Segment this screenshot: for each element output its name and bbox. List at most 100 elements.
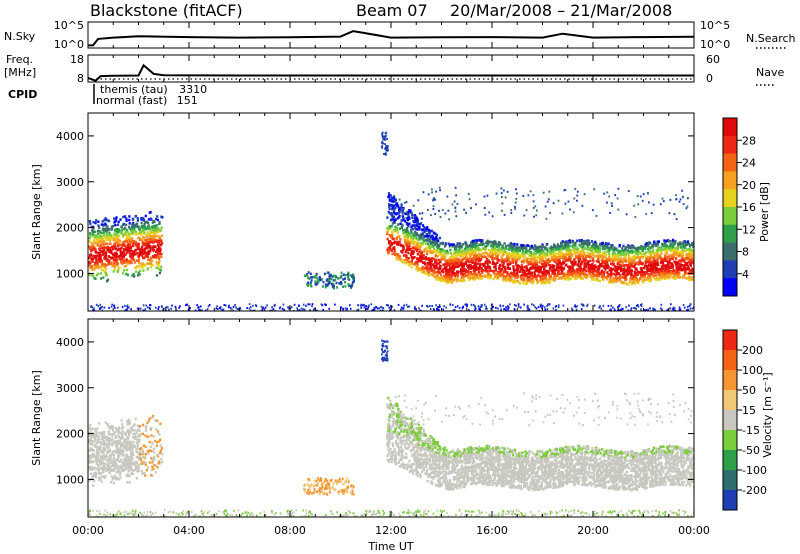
- scatter-cell: [688, 267, 691, 271]
- scatter-cell: [526, 306, 529, 309]
- scatter-cell: [534, 260, 537, 264]
- scatter-cell: [347, 271, 350, 274]
- scatter-cell: [630, 269, 634, 272]
- scatter-cell: [160, 252, 163, 256]
- scatter-cell: [567, 252, 570, 255]
- scatter-cell: [98, 241, 101, 244]
- scatter-cell: [607, 273, 610, 276]
- scatter-cell: [435, 258, 438, 262]
- scatter-cell: [101, 309, 104, 311]
- scatter-cell: [146, 240, 149, 243]
- scatter-cell: [692, 260, 694, 263]
- scatter-cell: [664, 250, 667, 254]
- scatter-cell: [659, 276, 662, 280]
- scatter-cell: [501, 268, 504, 271]
- scatter-cell: [579, 267, 583, 271]
- scatter-cell: [532, 247, 535, 251]
- scatter-cell: [486, 244, 489, 247]
- scatter-cell: [104, 271, 107, 275]
- scatter-cell: [633, 265, 636, 268]
- scatter-cell: [625, 282, 628, 286]
- scatter-cell: [136, 252, 139, 255]
- scatter-cell: [146, 267, 149, 270]
- scatter-cell: [666, 274, 670, 278]
- scatter-cell: [91, 248, 94, 251]
- scatter-cell: [160, 239, 163, 242]
- scatter-cell: [97, 229, 100, 233]
- scatter-cell: [520, 254, 523, 258]
- scatter-cell: [390, 249, 394, 253]
- scatter-cell: [687, 308, 689, 311]
- scatter-cell: [474, 245, 477, 249]
- scatter-cell: [104, 217, 107, 220]
- scatter-cell: [678, 243, 681, 246]
- scatter-cell: [110, 245, 113, 249]
- scatter-cell: [487, 274, 490, 278]
- scatter-cell: [454, 306, 457, 309]
- scatter-cell: [517, 254, 520, 257]
- scatter-cell: [619, 260, 623, 263]
- scatter-cell: [418, 307, 420, 310]
- scatter-cell: [429, 263, 432, 267]
- scatter-cell: [117, 306, 119, 309]
- scatter-cell: [683, 263, 686, 267]
- scatter-cell: [517, 264, 520, 267]
- scatter-cell: [513, 269, 516, 273]
- scatter-cell: [461, 271, 464, 274]
- scatter-cell: [131, 230, 134, 233]
- scatter-cell: [264, 306, 267, 309]
- scatter-cell: [660, 265, 663, 268]
- scatter-cell: [469, 272, 472, 276]
- scatter-cell: [391, 206, 394, 209]
- scatter-cell: [553, 264, 556, 268]
- scatter-cell: [482, 263, 485, 266]
- scatter-cell: [430, 244, 433, 248]
- scatter-cell: [97, 251, 100, 255]
- scatter-cell: [157, 263, 160, 267]
- scatter-cell: [106, 278, 110, 282]
- scatter-cell: [420, 233, 423, 236]
- scatter-cell: [122, 215, 125, 219]
- scatter-cell: [158, 260, 161, 263]
- scatter-cell: [505, 247, 508, 250]
- scatter-cell: [271, 306, 273, 309]
- scatter-cell: [616, 252, 619, 256]
- scatter-cell: [155, 306, 157, 309]
- scatter-cell: [269, 309, 271, 311]
- scatter-cell: [472, 239, 475, 243]
- scatter-cell: [461, 249, 464, 252]
- scatter-cell: [381, 136, 384, 138]
- scatter-cell: [153, 254, 157, 257]
- scatter-cell: [451, 269, 454, 272]
- scatter-cell: [480, 253, 483, 256]
- scatter-cell: [387, 210, 390, 214]
- scatter-cell: [688, 253, 691, 256]
- scatter-cell: [690, 270, 693, 274]
- scatter-cell: [117, 238, 120, 242]
- scatter-cell: [644, 245, 647, 249]
- scatter-cell: [421, 243, 424, 247]
- scatter-cell: [106, 236, 109, 239]
- scatter-cell: [144, 308, 147, 311]
- scatter-cell: [467, 260, 470, 264]
- scatter-cell: [132, 217, 135, 221]
- scatter-cell: [525, 273, 528, 277]
- scatter-cell: [623, 257, 626, 260]
- scatter-cell: [579, 253, 582, 257]
- scatter-cell: [686, 252, 689, 256]
- scatter-cell: [114, 256, 117, 259]
- scatter-cell: [341, 307, 344, 310]
- scatter-cell: [414, 226, 417, 230]
- scatter-cell: [470, 266, 473, 270]
- scatter-cell: [646, 247, 649, 251]
- scatter-cell: [475, 264, 478, 267]
- scatter-cell: [416, 263, 419, 266]
- scatter-cell: [410, 250, 413, 253]
- scatter-cell: [481, 240, 484, 244]
- scatter-cell: [586, 303, 589, 306]
- scatter-cell: [562, 273, 565, 277]
- scatter-cell: [562, 267, 566, 271]
- scatter-cell: [94, 237, 97, 240]
- scatter-cell: [629, 246, 632, 249]
- scatter-cell: [456, 245, 459, 248]
